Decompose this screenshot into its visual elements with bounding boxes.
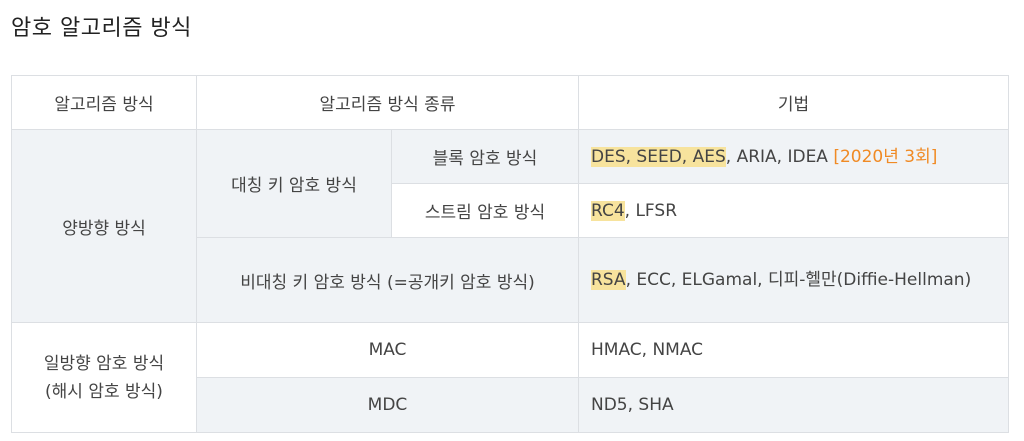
table-row: MDC ND5, SHA: [11, 377, 1009, 433]
header-algorithm-type: 알고리즘 방식: [11, 75, 197, 130]
table-row: 스트림 암호 방식 RC4, LFSR: [12, 183, 1009, 238]
block-cipher-cell: 블록 암호 방식: [391, 129, 579, 184]
header-algorithm-kind: 알고리즘 방식 종류: [196, 75, 579, 130]
stream-technique-cell: RC4, LFSR: [578, 183, 1009, 238]
asym-rest: , ECC, ELGamal, 디피-헬만(Diffie-Hellman): [625, 270, 972, 290]
asymmetric-technique-cell: RSA, ECC, ELGamal, 디피-헬만(Diffie-Hellman): [578, 237, 1009, 323]
table-header-row: 알고리즘 방식 알고리즘 방식 종류 기법: [11, 75, 1009, 130]
stream-cipher-cell: 스트림 암호 방식: [391, 183, 579, 238]
asym-highlight: RSA: [591, 270, 626, 290]
stream-highlight: RC4: [591, 200, 625, 221]
mdc-technique-cell: ND5, SHA: [578, 377, 1009, 433]
one-way-line1: 일방향 암호 방식: [43, 353, 165, 374]
block-rest: , ARIA, IDEA: [725, 146, 834, 167]
stream-rest: , LFSR: [624, 200, 678, 221]
one-way-cell: 일방향 암호 방식 (해시 암호 방식): [11, 322, 197, 433]
exam-tag: [2020년 3회]: [833, 146, 938, 167]
crypto-algorithm-table: 알고리즘 방식 알고리즘 방식 종류 기법 양방향 방식 대칭 키 암호 방식 …: [11, 75, 1009, 433]
page-title: 암호 알고리즘 방식: [11, 16, 192, 41]
header-technique: 기법: [578, 75, 1009, 130]
mdc-cell: MDC: [196, 377, 579, 433]
mac-technique-cell: HMAC, NMAC: [578, 322, 1009, 378]
block-highlight: DES, SEED, AES: [591, 146, 726, 167]
table-row: 일방향 암호 방식 (해시 암호 방식) MAC HMAC, NMAC: [11, 322, 1009, 433]
mac-cell: MAC: [196, 322, 579, 378]
asymmetric-key-cell: 비대칭 키 암호 방식 (=공개키 암호 방식): [196, 237, 579, 323]
two-way-cell: 양방향 방식: [11, 129, 197, 323]
table-row: 양방향 방식 대칭 키 암호 방식 블록 암호 방식 DES, SEED, AE…: [11, 129, 1009, 323]
one-way-line2: (해시 암호 방식): [45, 381, 163, 402]
symmetric-key-cell: 대칭 키 암호 방식: [196, 129, 392, 238]
block-technique-cell: DES, SEED, AES, ARIA, IDEA [2020년 3회]: [578, 129, 1009, 184]
